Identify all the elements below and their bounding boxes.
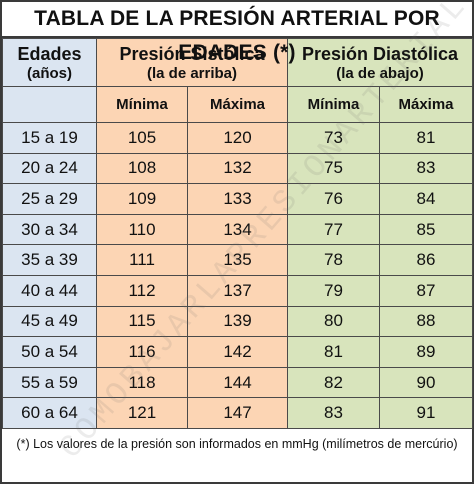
age-range-cell: 50 a 54 bbox=[2, 336, 97, 368]
systolic-min-cell: 108 bbox=[96, 152, 188, 185]
systolic-max-cell: 139 bbox=[187, 305, 288, 338]
age-range-cell: 55 a 59 bbox=[2, 366, 97, 399]
systolic-header: Presión Sistólica (la de arriba) bbox=[96, 38, 288, 87]
diastolic-max-header: Máxima bbox=[379, 86, 473, 123]
systolic-min-cell: 116 bbox=[96, 336, 188, 368]
diastolic-max-cell: 83 bbox=[379, 152, 473, 185]
age-range-cell: 45 a 49 bbox=[2, 305, 97, 338]
table-row: 40 a 44 112 137 79 87 bbox=[2, 274, 473, 307]
table-row: 30 a 34 110 134 77 85 bbox=[2, 213, 473, 246]
diastolic-min-cell: 83 bbox=[287, 397, 380, 429]
diastolic-max-cell: 91 bbox=[379, 397, 473, 429]
table-title: TABLA DE LA PRESIÓN ARTERIAL POR EDADES … bbox=[2, 2, 472, 64]
diastolic-max-cell: 85 bbox=[379, 213, 473, 246]
age-range-cell: 60 a 64 bbox=[2, 397, 97, 429]
systolic-min-cell: 110 bbox=[96, 213, 188, 246]
systolic-min-cell: 118 bbox=[96, 366, 188, 399]
age-range-cell: 40 a 44 bbox=[2, 274, 97, 307]
age-range-cell: 20 a 24 bbox=[2, 152, 97, 185]
systolic-max-cell: 133 bbox=[187, 183, 288, 215]
age-subheader-empty bbox=[2, 86, 97, 123]
systolic-max-cell: 120 bbox=[187, 122, 288, 154]
age-range-cell: 25 a 29 bbox=[2, 183, 97, 215]
table-row: 45 a 49 115 139 80 88 bbox=[2, 305, 473, 338]
table-row: 25 a 29 109 133 76 84 bbox=[2, 183, 473, 215]
systolic-max-cell: 134 bbox=[187, 213, 288, 246]
diastolic-min-header: Mínima bbox=[287, 86, 380, 123]
age-header-label: Edades bbox=[17, 43, 82, 64]
systolic-max-cell: 147 bbox=[187, 397, 288, 429]
diastolic-header-label: Presión Diastólica bbox=[301, 43, 459, 64]
systolic-header-label: Presión Sistólica bbox=[119, 43, 265, 64]
systolic-max-cell: 142 bbox=[187, 336, 288, 368]
header-row: Edades (años) Presión Sistólica (la de a… bbox=[2, 38, 473, 87]
systolic-min-cell: 111 bbox=[96, 244, 188, 276]
table-row: 20 a 24 108 132 75 83 bbox=[2, 152, 473, 185]
diastolic-min-cell: 82 bbox=[287, 366, 380, 399]
systolic-min-cell: 115 bbox=[96, 305, 188, 338]
table-row: 35 a 39 111 135 78 86 bbox=[2, 244, 473, 276]
table-row: 55 a 59 118 144 82 90 bbox=[2, 366, 473, 399]
systolic-max-header: Máxima bbox=[187, 86, 288, 123]
blood-pressure-table: Edades (años) Presión Sistólica (la de a… bbox=[2, 38, 473, 429]
diastolic-min-cell: 77 bbox=[287, 213, 380, 246]
diastolic-max-cell: 81 bbox=[379, 122, 473, 154]
age-header: Edades (años) bbox=[2, 38, 97, 87]
diastolic-min-cell: 79 bbox=[287, 274, 380, 307]
diastolic-max-cell: 84 bbox=[379, 183, 473, 215]
diastolic-min-cell: 80 bbox=[287, 305, 380, 338]
diastolic-max-cell: 87 bbox=[379, 274, 473, 307]
diastolic-max-cell: 90 bbox=[379, 366, 473, 399]
diastolic-min-cell: 78 bbox=[287, 244, 380, 276]
age-range-cell: 35 a 39 bbox=[2, 244, 97, 276]
systolic-min-cell: 112 bbox=[96, 274, 188, 307]
diastolic-min-cell: 75 bbox=[287, 152, 380, 185]
systolic-min-cell: 121 bbox=[96, 397, 188, 429]
systolic-max-cell: 144 bbox=[187, 366, 288, 399]
diastolic-max-cell: 88 bbox=[379, 305, 473, 338]
units-footnote: (*) Los valores de la presión son inform… bbox=[16, 436, 458, 451]
age-range-cell: 30 a 34 bbox=[2, 213, 97, 246]
systolic-max-cell: 135 bbox=[187, 244, 288, 276]
subheader-row: Mínima Máxima Mínima Máxima bbox=[2, 86, 473, 123]
table-row: 15 a 19 105 120 73 81 bbox=[2, 122, 473, 154]
systolic-max-cell: 137 bbox=[187, 274, 288, 307]
diastolic-header-note: (la de abajo) bbox=[336, 64, 424, 82]
diastolic-header: Presión Diastólica (la de abajo) bbox=[287, 38, 473, 87]
diastolic-min-cell: 76 bbox=[287, 183, 380, 215]
diastolic-max-cell: 86 bbox=[379, 244, 473, 276]
systolic-min-cell: 105 bbox=[96, 122, 188, 154]
diastolic-min-cell: 73 bbox=[287, 122, 380, 154]
systolic-header-note: (la de arriba) bbox=[146, 64, 238, 82]
systolic-min-header: Mínima bbox=[96, 86, 188, 123]
systolic-min-cell: 109 bbox=[96, 183, 188, 215]
age-header-unit: (años) bbox=[27, 64, 72, 82]
table-row: 50 a 54 116 142 81 89 bbox=[2, 336, 473, 368]
diastolic-max-cell: 89 bbox=[379, 336, 473, 368]
diastolic-min-cell: 81 bbox=[287, 336, 380, 368]
systolic-max-cell: 132 bbox=[187, 152, 288, 185]
age-range-cell: 15 a 19 bbox=[2, 122, 97, 154]
table-row: 60 a 64 121 147 83 91 bbox=[2, 397, 473, 429]
